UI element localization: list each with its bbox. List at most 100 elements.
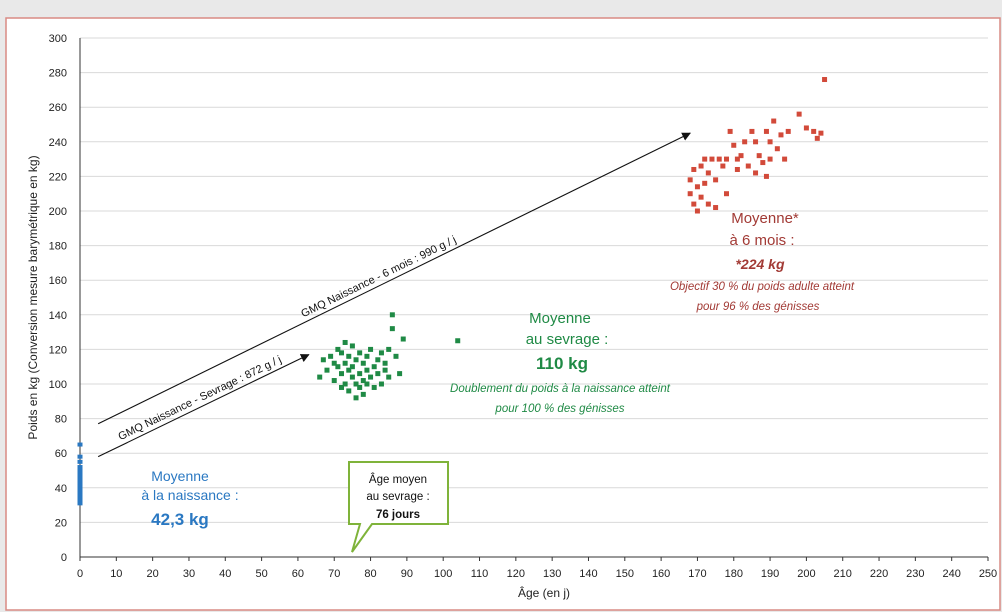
data-point: [331, 378, 337, 384]
x-tick-label: 70: [328, 568, 340, 580]
data-point: [705, 170, 711, 176]
y-tick-label: 0: [61, 552, 67, 564]
data-point: [77, 454, 83, 459]
data-point: [339, 371, 345, 377]
data-point: [371, 364, 377, 370]
data-point: [749, 128, 755, 134]
data-point: [698, 163, 704, 169]
x-tick-label: 190: [761, 568, 779, 580]
data-point: [745, 163, 751, 169]
x-tick-label: 130: [543, 568, 561, 580]
x-tick-label: 80: [364, 568, 376, 580]
y-tick-label: 40: [55, 483, 67, 495]
data-point: [342, 360, 348, 366]
data-point: [353, 395, 359, 401]
x-tick-label: 60: [292, 568, 304, 580]
data-point: [353, 357, 359, 363]
age-callout-box: [348, 461, 449, 553]
data-point: [375, 371, 381, 377]
annotation-naissance-value: 42,3 kg: [151, 510, 209, 529]
data-point: [716, 156, 722, 162]
data-point: [360, 378, 366, 384]
data-point: [767, 156, 773, 162]
x-tick-label: 200: [797, 568, 815, 580]
data-point: [357, 371, 363, 377]
data-point: [778, 132, 784, 138]
data-point: [349, 343, 355, 349]
data-point: [694, 184, 700, 190]
data-point: [389, 326, 395, 332]
data-point: [687, 177, 693, 183]
annotation-six-mois: Moyenne* à 6 mois : *224 kg Objectif 30 …: [670, 210, 855, 313]
y-tick-label: 280: [49, 68, 67, 80]
data-point: [342, 339, 348, 345]
y-tick-label: 80: [55, 414, 67, 426]
annotation-sevrage-note2: pour 100 % des génisses: [494, 403, 624, 415]
data-point: [698, 194, 704, 200]
data-point: [77, 497, 83, 502]
data-points: [77, 77, 828, 506]
data-point: [720, 163, 726, 169]
data-point: [77, 487, 83, 492]
x-tick-label: 210: [834, 568, 852, 580]
data-point: [393, 353, 399, 359]
data-point: [77, 471, 83, 476]
y-tick-label: 220: [49, 171, 67, 183]
data-point: [734, 166, 740, 172]
data-point: [742, 139, 748, 145]
data-point: [455, 338, 461, 344]
gmq-arrow-line: [97, 354, 310, 458]
data-point: [694, 208, 700, 214]
data-point: [77, 494, 83, 499]
data-point: [77, 475, 83, 480]
annotation-naissance: Moyenne à la naissance : 42,3 kg: [141, 468, 238, 529]
data-point: [811, 128, 817, 134]
data-point: [818, 130, 824, 136]
annotation-sevrage-line1: Moyenne: [529, 310, 591, 327]
data-point: [357, 384, 363, 390]
annotation-naissance-line2: à la naissance :: [141, 487, 238, 503]
data-point: [727, 128, 733, 134]
y-tick-label: 300: [49, 33, 67, 45]
data-point: [723, 156, 729, 162]
annotation-six-mois-value: *224 kg: [735, 256, 784, 272]
x-tick-label: 10: [110, 568, 122, 580]
x-tick-label: 40: [219, 568, 231, 580]
data-point: [774, 146, 780, 152]
x-tick-label: 160: [652, 568, 670, 580]
data-point: [335, 346, 341, 352]
y-tick-label: 60: [55, 448, 67, 460]
y-tick-label: 100: [49, 379, 67, 391]
data-point: [364, 353, 370, 359]
age-callout: Âge moyen au sevrage : 76 jours: [348, 461, 449, 553]
data-point: [386, 346, 392, 352]
data-point: [324, 367, 330, 373]
data-point: [77, 459, 83, 464]
y-tick-label: 160: [49, 275, 67, 287]
data-point: [360, 360, 366, 366]
age-callout-line1: Âge moyen: [369, 473, 427, 486]
data-point: [705, 201, 711, 207]
annotation-six-mois-note2: pour 96 % des génisses: [696, 301, 820, 313]
x-tick-label: 110: [471, 568, 489, 580]
data-point: [397, 371, 403, 377]
y-tick-label: 20: [55, 517, 67, 529]
data-point: [753, 139, 759, 145]
data-point: [702, 180, 708, 186]
x-tick-label: 140: [579, 568, 597, 580]
data-point: [349, 364, 355, 370]
data-point: [335, 364, 341, 370]
data-point: [364, 381, 370, 387]
data-point: [77, 501, 83, 506]
data-point: [763, 128, 769, 134]
age-callout-value: 76 jours: [376, 509, 420, 521]
data-point: [814, 135, 820, 141]
data-point: [723, 191, 729, 197]
annotation-sevrage-note1: Doublement du poids à la naissance attei…: [450, 383, 671, 395]
data-point: [389, 312, 395, 318]
x-tick-label: 50: [255, 568, 267, 580]
data-point: [77, 465, 83, 470]
data-point: [771, 118, 777, 124]
y-tick-label: 120: [49, 344, 67, 356]
